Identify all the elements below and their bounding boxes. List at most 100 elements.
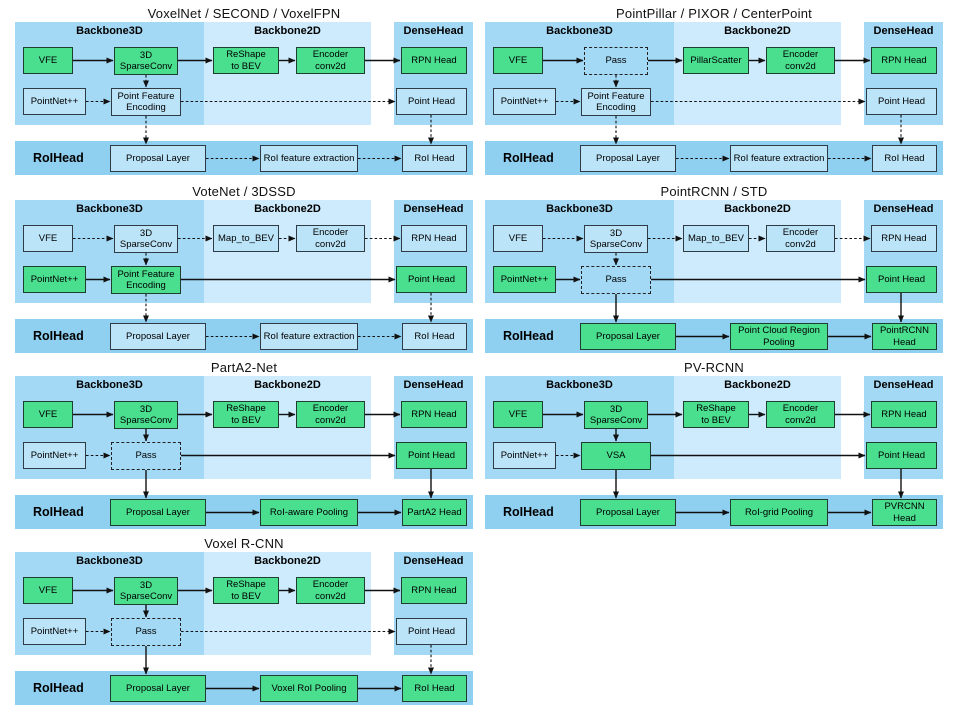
band-label-roihead: RoIHead	[33, 505, 84, 519]
panel-label-densehead: DenseHead	[873, 379, 934, 391]
block-rpn: RPN Head	[401, 577, 467, 604]
block-b2d1: Map_to_BEV	[683, 225, 749, 252]
block-mid1: 3D SparseConv	[114, 401, 178, 429]
block-roi3: PointRCNN Head	[872, 323, 937, 350]
block-roi2: RoI feature extraction	[260, 145, 358, 172]
block-b2d2: Encoder conv2d	[296, 401, 365, 428]
block-mid1: 3D SparseConv	[584, 401, 648, 429]
block-rpn: RPN Head	[401, 225, 467, 252]
band-label-roihead: RoIHead	[503, 505, 554, 519]
diagram-title: VoteNet / 3DSSD	[192, 184, 296, 199]
block-roi3: RoI Head	[402, 145, 467, 172]
panel-label-backbone3d: Backbone3D	[76, 555, 143, 567]
block-mid1: 3D SparseConv	[114, 225, 178, 253]
block-b2d1: ReShape to BEV	[213, 577, 279, 604]
diagram-pv-rcnn: PV-RCNN Backbone3D Backbone2D DenseHead RoIH…	[484, 360, 944, 532]
diagram-pointrcnn-std: PointRCNN / STD Backbone3D Backbone2D Dense…	[484, 184, 944, 356]
block-b2d1: ReShape to BEV	[683, 401, 749, 428]
band-label-roihead: RoIHead	[503, 329, 554, 343]
block-b2d1: ReShape to BEV	[213, 47, 279, 74]
panel-label-backbone2d: Backbone2D	[254, 25, 321, 37]
block-roi2: Voxel RoI Pooling	[260, 675, 358, 702]
block-roi2: RoI feature extraction	[730, 145, 828, 172]
block-mid1: 3D SparseConv	[114, 47, 178, 75]
block-mid2: Pass	[111, 442, 181, 470]
panel-label-densehead: DenseHead	[873, 25, 934, 37]
block-vfe: VFE	[23, 225, 73, 252]
block-roi1: Proposal Layer	[580, 499, 676, 526]
block-mid2: Point Feature Encoding	[581, 88, 651, 116]
block-mid1: 3D SparseConv	[114, 577, 178, 605]
diagram-title: VoxelNet / SECOND / VoxelFPN	[147, 6, 341, 21]
panel-label-backbone2d: Backbone2D	[724, 203, 791, 215]
block-pointhead: Point Head	[866, 442, 937, 469]
panel-label-backbone2d: Backbone2D	[724, 25, 791, 37]
block-roi1: Proposal Layer	[110, 323, 206, 350]
diagram-voxel-r-cnn: Voxel R-CNN Backbone3D Backbone2D DenseHead…	[14, 536, 474, 708]
block-roi2: Point Cloud Region Pooling	[730, 323, 828, 350]
block-mid2: Pass	[581, 266, 651, 294]
block-mid2: VSA	[581, 442, 651, 470]
block-mid2: Point Feature Encoding	[111, 266, 181, 294]
panel-label-backbone2d: Backbone2D	[254, 203, 321, 215]
diagram-title: PV-RCNN	[684, 360, 744, 375]
band-label-roihead: RoIHead	[503, 151, 554, 165]
block-b2d2: Encoder conv2d	[296, 225, 365, 252]
panel-label-backbone2d: Backbone2D	[254, 555, 321, 567]
panel-label-backbone3d: Backbone3D	[546, 379, 613, 391]
block-b2d1: Map_to_BEV	[213, 225, 279, 252]
diagram-votenet-3dssd: VoteNet / 3DSSD Backbone3D Backbone2D Dense…	[14, 184, 474, 356]
panel-label-densehead: DenseHead	[403, 25, 464, 37]
block-b2d2: Encoder conv2d	[296, 577, 365, 604]
block-b2d1: ReShape to BEV	[213, 401, 279, 428]
panel-label-densehead: DenseHead	[403, 203, 464, 215]
block-roi3: PartA2 Head	[402, 499, 467, 526]
diagram-title: PointPillar / PIXOR / CenterPoint	[616, 6, 812, 21]
block-vfe: VFE	[493, 401, 543, 428]
block-rpn: RPN Head	[401, 401, 467, 428]
panel-label-backbone3d: Backbone3D	[76, 203, 143, 215]
block-pointnet: PointNet++	[493, 442, 556, 469]
diagram-parta2-net: PartA2-Net Backbone3D Backbone2D DenseHead R…	[14, 360, 474, 532]
block-roi1: Proposal Layer	[110, 145, 206, 172]
block-pointnet: PointNet++	[493, 88, 556, 115]
block-roi1: Proposal Layer	[110, 675, 206, 702]
block-mid1: 3D SparseConv	[584, 225, 648, 253]
panel-label-densehead: DenseHead	[873, 203, 934, 215]
block-pointhead: Point Head	[866, 266, 937, 293]
block-b2d2: Encoder conv2d	[766, 401, 835, 428]
block-pointhead: Point Head	[396, 442, 467, 469]
diagram-title: PartA2-Net	[210, 360, 278, 375]
block-mid2: Pass	[111, 618, 181, 646]
block-roi3: RoI Head	[402, 675, 467, 702]
block-pointnet: PointNet++	[23, 88, 86, 115]
block-roi1: Proposal Layer	[580, 323, 676, 350]
block-roi1: Proposal Layer	[580, 145, 676, 172]
block-mid2: Point Feature Encoding	[111, 88, 181, 116]
diagram-voxelnet-second-voxelfpn: VoxelNet / SECOND / VoxelFPN Backbone3D Ba…	[14, 6, 474, 178]
panel-label-backbone3d: Backbone3D	[76, 379, 143, 391]
panel-label-backbone2d: Backbone2D	[254, 379, 321, 391]
diagram-title: Voxel R-CNN	[204, 536, 284, 551]
block-rpn: RPN Head	[871, 225, 937, 252]
panel-label-backbone2d: Backbone2D	[724, 379, 791, 391]
block-pointhead: Point Head	[396, 266, 467, 293]
block-roi3: PVRCNN Head	[872, 499, 937, 526]
block-pointhead: Point Head	[866, 88, 937, 115]
panel-label-backbone3d: Backbone3D	[546, 203, 613, 215]
block-pointnet: PointNet++	[23, 442, 86, 469]
block-roi2: RoI-grid Pooling	[730, 499, 828, 526]
block-roi3: RoI Head	[402, 323, 467, 350]
block-b2d1: PillarScatter	[683, 47, 749, 74]
block-roi2: RoI feature extraction	[260, 323, 358, 350]
block-b2d2: Encoder conv2d	[296, 47, 365, 74]
diagram-pointpillar-pixor-centerpoint: PointPillar / PIXOR / CenterPoint Backbon…	[484, 6, 944, 178]
block-pointnet: PointNet++	[493, 266, 556, 293]
panel-label-densehead: DenseHead	[403, 379, 464, 391]
block-rpn: RPN Head	[871, 401, 937, 428]
block-pointnet: PointNet++	[23, 618, 86, 645]
block-vfe: VFE	[493, 47, 543, 74]
panel-backbone2d: Backbone2D	[674, 376, 841, 479]
block-vfe: VFE	[493, 225, 543, 252]
